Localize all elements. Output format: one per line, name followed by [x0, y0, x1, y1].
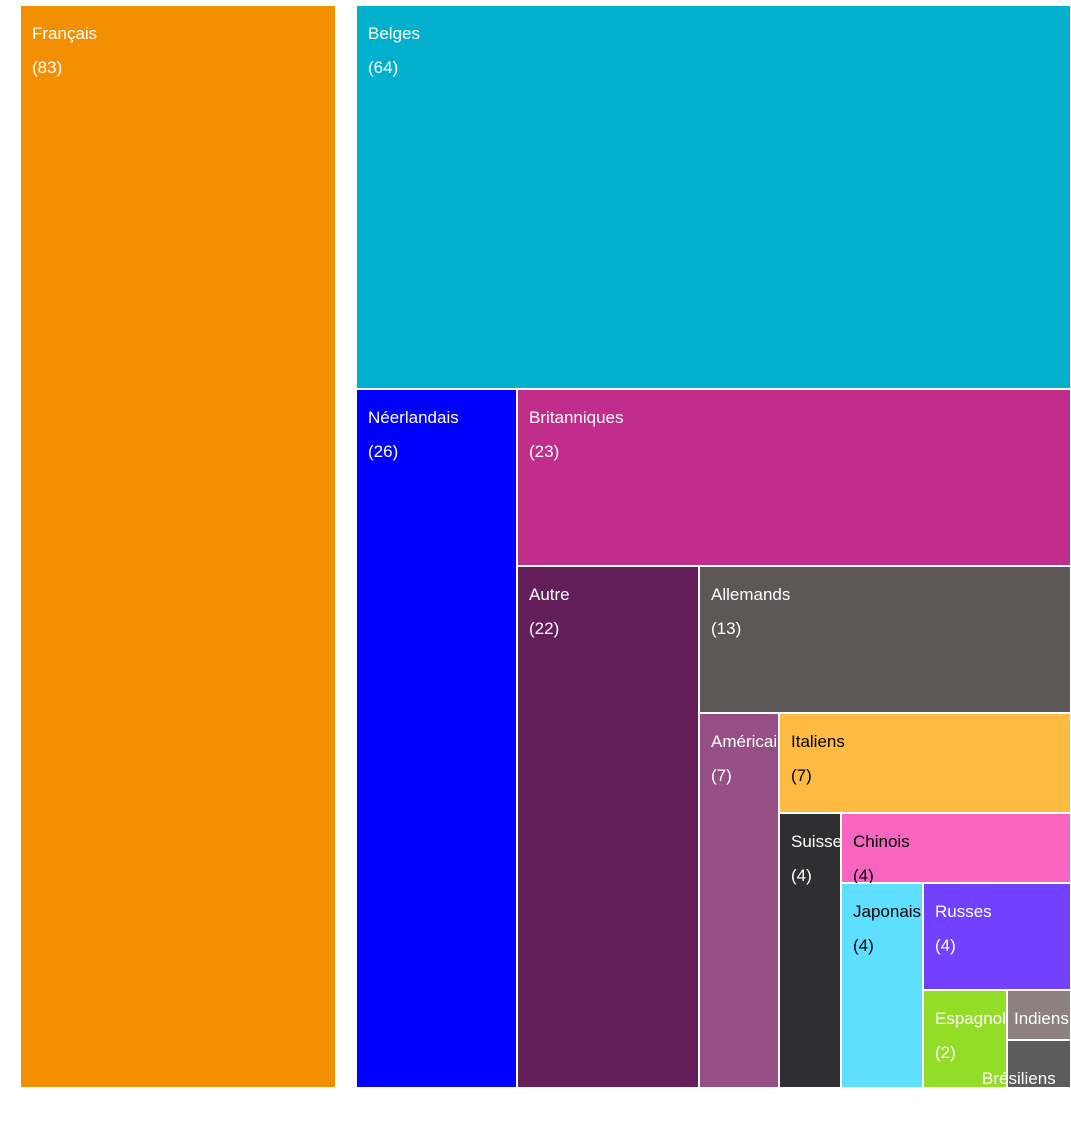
treemap-cell-russes[interactable]: Russes (4): [923, 883, 1071, 990]
cell-value: (26): [368, 442, 399, 461]
cell-value: (4): [853, 936, 874, 955]
cell-value: (1): [982, 1103, 1003, 1122]
cell-value: (7): [711, 766, 732, 785]
cell-value: (13): [711, 619, 742, 638]
treemap-cell-japonais[interactable]: Japonais (4): [841, 883, 923, 1088]
treemap-cell-belges[interactable]: Belges (64): [356, 5, 1071, 389]
treemap-cell-americains[interactable]: Américains (7): [699, 713, 795, 1088]
treemap-cell-espagnols[interactable]: Espagnols (2): [923, 990, 1014, 1088]
cell-label: Japonais: [853, 902, 922, 921]
cell-label: Chinois: [853, 832, 910, 851]
cell-label: Indiens: [1014, 1009, 1069, 1028]
cell-value: (7): [791, 766, 812, 785]
cell-value: (22): [529, 619, 560, 638]
cell-value: (4): [791, 866, 812, 885]
cell-label: Italiens: [791, 732, 845, 751]
cell-label: Belges: [368, 24, 420, 43]
cell-value: (83): [32, 58, 63, 77]
cell-value: (4): [935, 936, 956, 955]
cell-value: (23): [529, 442, 560, 461]
treemap-chart: Français (83) Belges (64) Néerlandais (26) Bri…: [20, 5, 1071, 1122]
cell-label: Brésiliens: [982, 1069, 1056, 1088]
cell-value: (2): [935, 1043, 956, 1062]
cell-label: Suisses: [791, 832, 851, 851]
treemap-cell-neerlandais[interactable]: Néerlandais (26): [356, 389, 517, 1088]
cell-label: Autre: [529, 585, 570, 604]
cell-value: (64): [368, 58, 399, 77]
cell-label: Espagnols: [935, 1009, 1015, 1028]
cell-label: Français: [32, 24, 98, 43]
treemap-cell-bresiliens[interactable]: Brésiliens (1): [982, 1040, 1071, 1122]
cell-label: Américains: [711, 732, 796, 751]
cell-label: Néerlandais: [368, 408, 459, 427]
treemap-cell-autre[interactable]: Autre (22): [517, 566, 699, 1088]
cell-label: Allemands: [711, 585, 791, 604]
treemap-cell-indiens[interactable]: Indiens(1): [1007, 990, 1071, 1062]
treemap-cell-suisses[interactable]: Suisses (4): [779, 813, 851, 1088]
treemap-cell-britanniques[interactable]: Britanniques (23): [517, 389, 1071, 566]
cell-label: Britanniques: [529, 408, 624, 427]
treemap-cell-chinois[interactable]: Chinois (4): [841, 813, 1071, 885]
treemap-cell-italiens[interactable]: Italiens (7): [779, 713, 1071, 813]
cell-value: (4): [853, 866, 874, 885]
treemap-cell-francais[interactable]: Français (83): [20, 5, 336, 1088]
treemap-cell-allemands[interactable]: Allemands (13): [699, 566, 1071, 713]
cell-label: Russes: [935, 902, 992, 921]
